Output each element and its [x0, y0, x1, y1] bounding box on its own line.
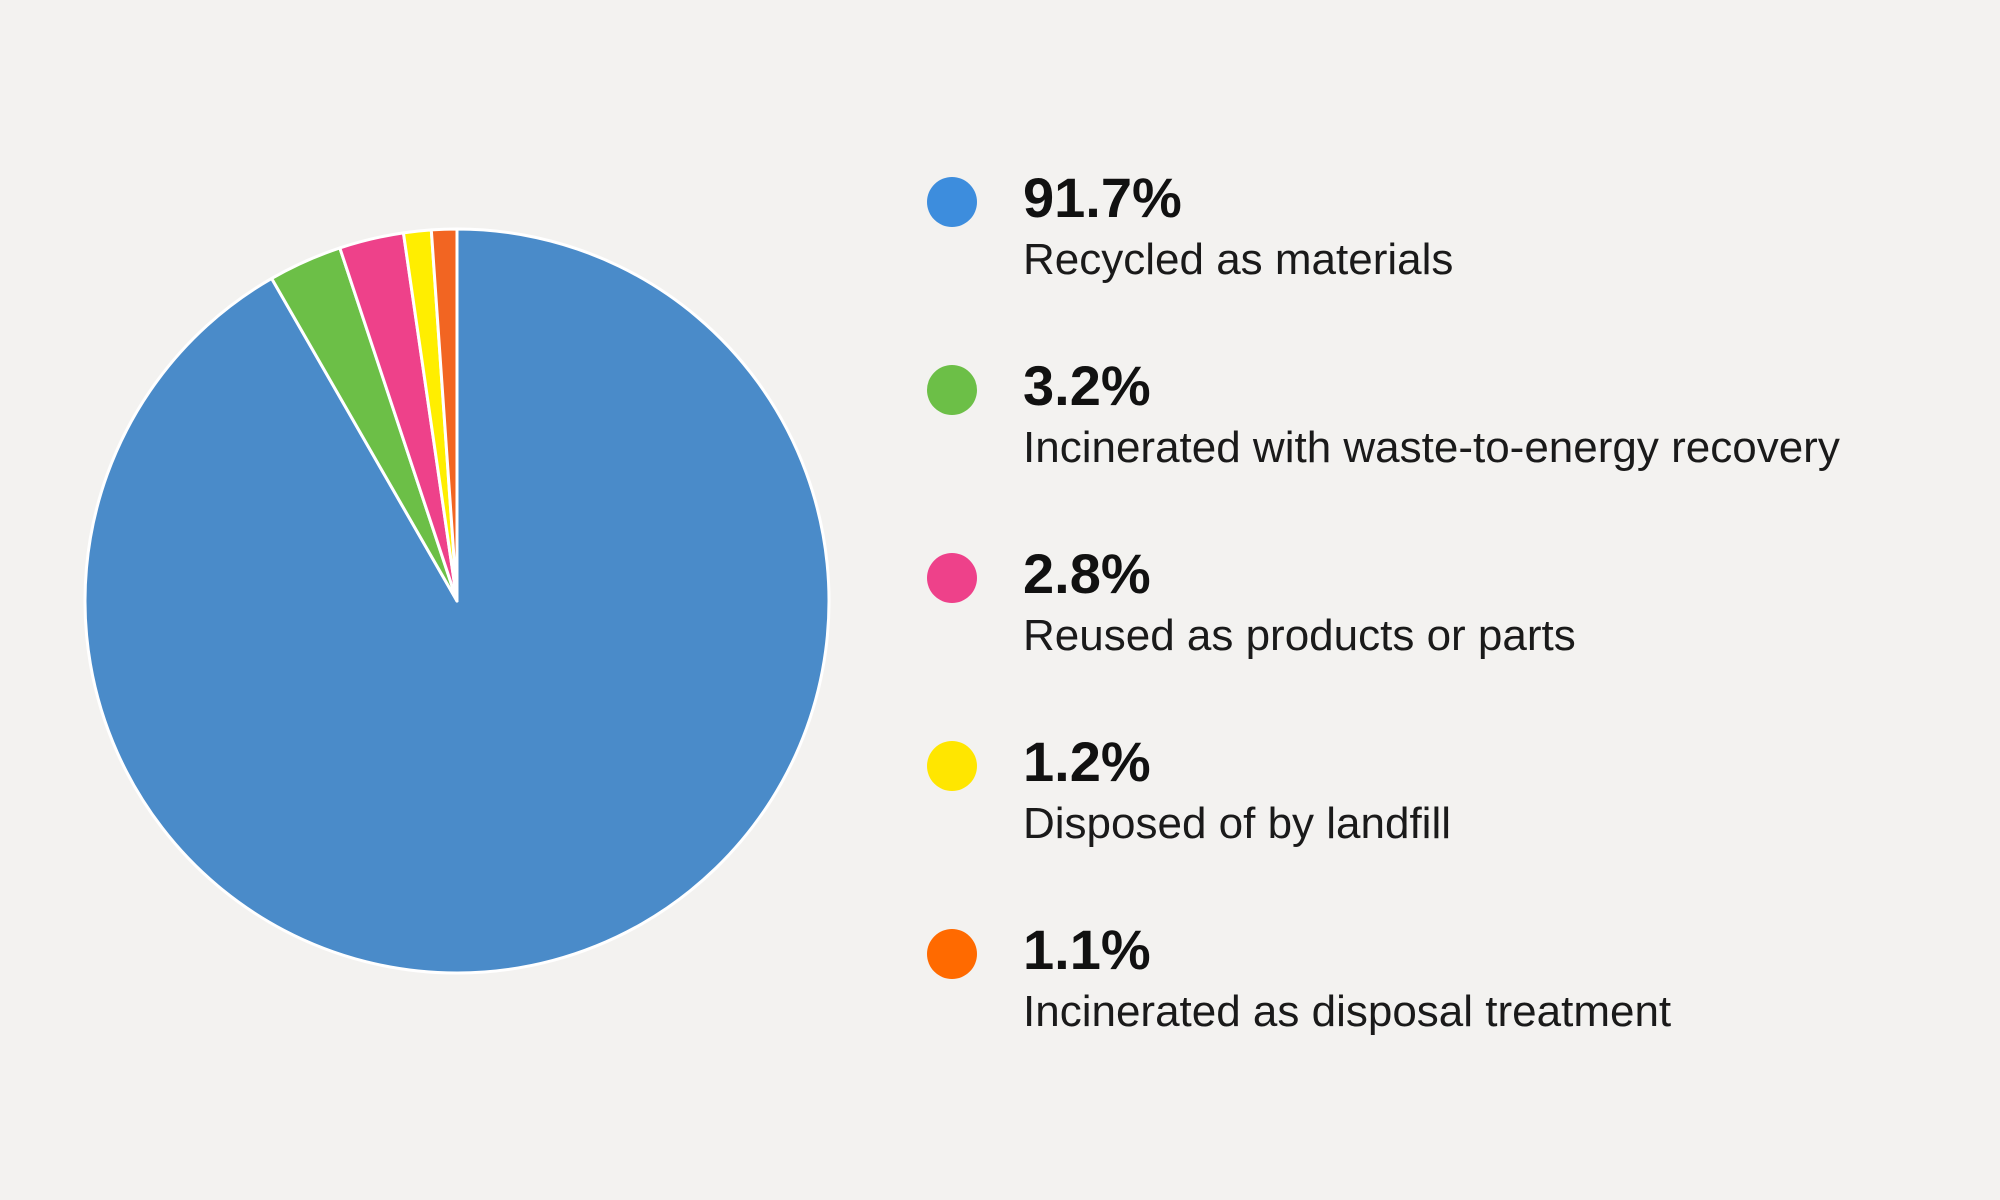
- legend-value: 3.2%: [1023, 354, 1151, 417]
- legend-item: 1.1% Incinerated as disposal treatment: [925, 912, 1985, 1100]
- legend-value: 1.2%: [1023, 730, 1151, 793]
- legend-swatch-icon: [927, 365, 977, 415]
- legend-item: 1.2% Disposed of by landfill: [925, 724, 1985, 912]
- legend-label: Disposed of by landfill: [1023, 799, 1452, 848]
- legend-label: Incinerated with waste-to-energy recover…: [1023, 423, 1840, 472]
- legend-item: 3.2% Incinerated with waste-to-energy rec…: [925, 348, 1985, 536]
- pie-chart: [83, 227, 831, 975]
- legend-value: 1.1%: [1023, 918, 1151, 981]
- legend-swatch-icon: [927, 929, 977, 979]
- pie-slice-5: [429, 227, 459, 603]
- legend: 91.7% Recycled as materials 3.2% Incinerate…: [925, 160, 1985, 1100]
- legend-swatch-icon: [927, 177, 977, 227]
- legend-value: 91.7%: [1023, 166, 1182, 229]
- legend-value: 2.8%: [1023, 542, 1151, 605]
- legend-item: 2.8% Reused as products or parts: [925, 536, 1985, 724]
- legend-item: 91.7% Recycled as materials: [925, 160, 1985, 348]
- legend-label: Incinerated as disposal treatment: [1023, 987, 1672, 1036]
- legend-swatch-icon: [927, 553, 977, 603]
- pie-slices: [83, 227, 831, 975]
- legend-swatch-icon: [927, 741, 977, 791]
- legend-label: Recycled as materials: [1023, 235, 1454, 284]
- legend-label: Reused as products or parts: [1023, 611, 1576, 660]
